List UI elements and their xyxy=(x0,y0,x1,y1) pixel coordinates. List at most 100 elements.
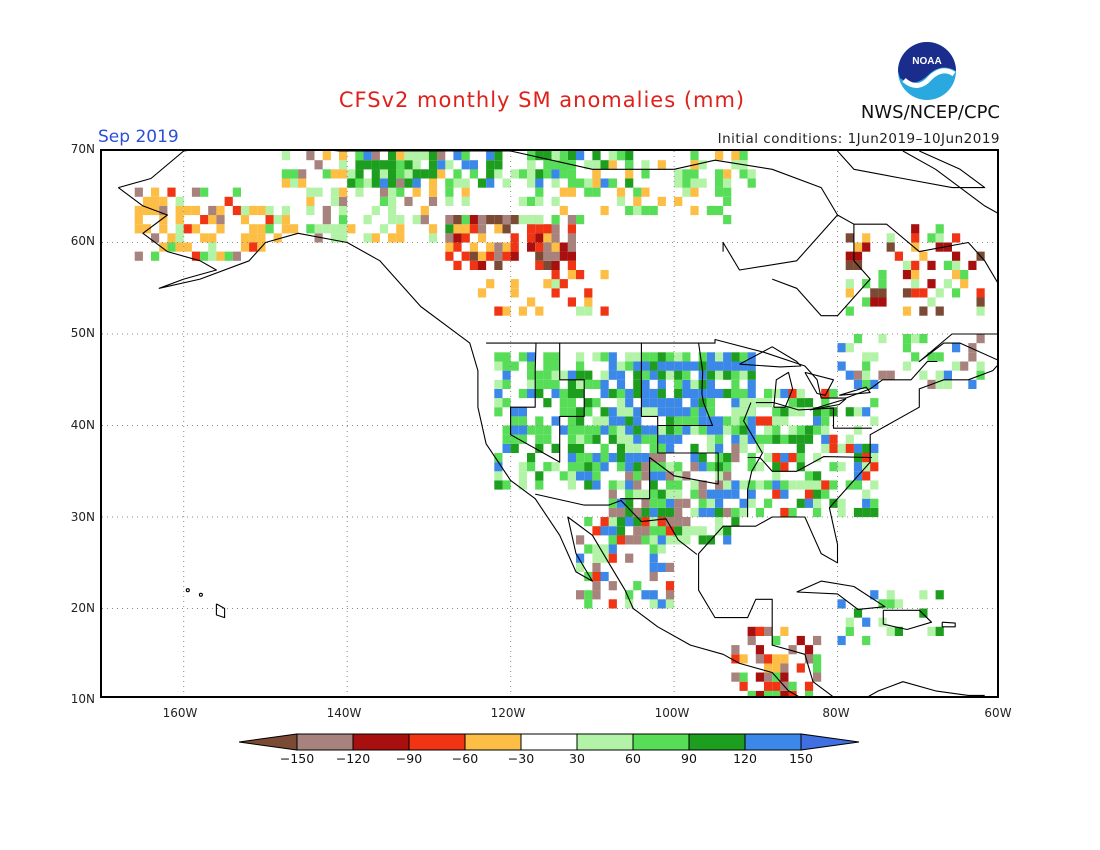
anomaly-cell xyxy=(543,160,552,170)
lat-label: 40N xyxy=(70,418,95,432)
anomaly-cell xyxy=(657,471,666,481)
anomaly-cell xyxy=(518,388,527,399)
anomaly-cell xyxy=(649,517,658,527)
anomaly-cell xyxy=(175,242,184,252)
anomaly-cell xyxy=(592,379,601,389)
anomaly-cell xyxy=(616,507,626,518)
anomaly-cell xyxy=(796,462,805,472)
anomaly-cell xyxy=(674,398,683,408)
anomaly-cell xyxy=(437,160,446,170)
anomaly-cell xyxy=(608,526,617,536)
anomaly-cell xyxy=(159,196,168,206)
anomaly-cell xyxy=(281,151,290,161)
anomaly-cell xyxy=(428,196,438,206)
anomaly-cell xyxy=(665,517,675,527)
anomaly-cell xyxy=(175,233,184,243)
anomaly-cell xyxy=(576,270,585,280)
anomaly-cell xyxy=(502,361,511,371)
anomaly-cell xyxy=(347,224,356,234)
anomaly-cell xyxy=(494,251,503,261)
anomaly-cell xyxy=(428,224,438,234)
anomaly-cell xyxy=(576,352,585,362)
anomaly-cell xyxy=(935,242,944,252)
anomaly-cell xyxy=(813,635,822,646)
anomaly-cell xyxy=(298,169,307,179)
anomaly-cell xyxy=(919,334,928,344)
anomaly-cell xyxy=(518,416,527,426)
anomaly-cell xyxy=(584,370,593,380)
anomaly-cell xyxy=(339,224,348,234)
anomaly-cell xyxy=(870,462,879,472)
anomaly-cell xyxy=(404,178,413,188)
anomaly-cell xyxy=(649,498,658,508)
anomaly-cell xyxy=(518,434,527,444)
anomaly-cell xyxy=(576,388,585,399)
anomaly-cell xyxy=(665,370,675,380)
anomaly-cell xyxy=(837,343,846,353)
anomaly-cell xyxy=(592,571,601,582)
anomaly-cell xyxy=(265,205,274,216)
anomaly-cell xyxy=(551,370,560,380)
anomaly-cell xyxy=(559,160,568,170)
anomaly-cell xyxy=(952,251,961,261)
anomaly-cell xyxy=(502,306,511,316)
anomaly-cell xyxy=(674,507,683,518)
anomaly-cell xyxy=(486,169,495,179)
state-lines-plains xyxy=(657,343,714,427)
anomaly-cell xyxy=(510,251,519,261)
anomaly-cell xyxy=(330,224,339,234)
anomaly-cell xyxy=(788,453,797,463)
anomaly-cell xyxy=(813,480,822,490)
anomaly-cell xyxy=(330,233,339,243)
anomaly-cell xyxy=(804,690,814,696)
anomaly-cell xyxy=(592,471,601,481)
anomaly-cell xyxy=(396,233,405,243)
anomaly-cell xyxy=(698,425,707,435)
anomaly-cell xyxy=(298,178,307,188)
anomaly-cell xyxy=(706,498,715,508)
us-mexico-border xyxy=(535,493,698,555)
anomaly-cell xyxy=(412,215,421,225)
east-coastline xyxy=(698,223,997,696)
anomaly-cell xyxy=(567,407,576,417)
anomaly-cell xyxy=(657,443,666,453)
anomaly-cell xyxy=(935,306,944,316)
anomaly-cell xyxy=(535,388,544,399)
anomaly-cell xyxy=(518,352,527,362)
anomaly-cell xyxy=(388,160,397,170)
anomaly-cell xyxy=(281,224,290,234)
anomaly-cell xyxy=(665,489,675,499)
anomaly-cell xyxy=(649,507,658,518)
anomaly-cell xyxy=(625,453,634,463)
anomaly-cell xyxy=(739,388,748,399)
anomaly-cell xyxy=(919,288,928,298)
anomaly-cell xyxy=(428,160,438,170)
anomaly-cell xyxy=(543,379,552,389)
anomaly-cell xyxy=(649,434,658,444)
anomaly-cell xyxy=(682,178,691,188)
anomaly-cell xyxy=(592,553,601,563)
anomaly-cell xyxy=(731,151,740,161)
anomaly-cell xyxy=(200,233,209,243)
anomaly-cell xyxy=(453,215,462,225)
anomaly-cell xyxy=(813,407,822,417)
anomaly-cell xyxy=(567,388,576,399)
anomaly-cell xyxy=(633,581,642,591)
anomaly-cell xyxy=(788,480,797,490)
anomaly-cell xyxy=(388,169,397,179)
anomaly-cell xyxy=(559,251,568,261)
anomaly-cell xyxy=(804,434,814,444)
anomaly-cell xyxy=(592,425,601,435)
mississippi-line xyxy=(743,402,763,517)
anomaly-cell xyxy=(674,407,683,417)
anomaly-cell xyxy=(535,471,544,481)
anomaly-cell xyxy=(829,443,838,453)
anomaly-cell xyxy=(249,205,258,216)
anomaly-cell xyxy=(804,498,814,508)
anomaly-cell xyxy=(363,215,372,225)
anomaly-cell xyxy=(755,462,764,472)
anomaly-cell xyxy=(755,645,764,655)
anomaly-cell xyxy=(608,599,617,609)
anomaly-cell xyxy=(412,169,421,179)
anomaly-cell xyxy=(314,187,323,197)
